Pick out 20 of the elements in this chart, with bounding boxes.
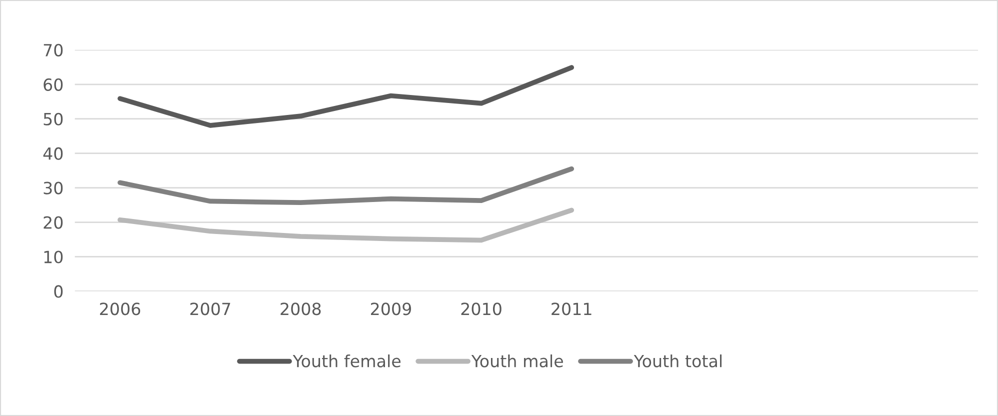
legend-label: Youth female — [292, 354, 401, 368]
x-tick-label: 2009 — [370, 302, 411, 316]
x-tick-label: 2010 — [461, 302, 502, 316]
x-tick-label: 2011 — [552, 302, 592, 316]
y-tick-label: 20 — [44, 216, 63, 229]
y-tick-label: 40 — [43, 147, 63, 160]
y-tick-label: 50 — [44, 112, 63, 126]
legend-label: Youth total — [634, 354, 722, 368]
legend-label: Youth male — [471, 354, 563, 368]
y-tick-label: 0 — [54, 285, 63, 298]
y-tick-label: 60 — [44, 78, 63, 91]
x-tick-label: 2008 — [280, 302, 321, 316]
line-series — [118, 208, 574, 243]
line-series — [118, 65, 574, 128]
y-tick-label: 70 — [44, 44, 63, 56]
y-tick-label: 30 — [44, 182, 63, 194]
x-tick-label: 2006 — [100, 302, 140, 316]
y-tick-label: 10 — [44, 250, 63, 264]
x-tick-label: 2007 — [190, 302, 230, 316]
line-series — [118, 166, 574, 206]
